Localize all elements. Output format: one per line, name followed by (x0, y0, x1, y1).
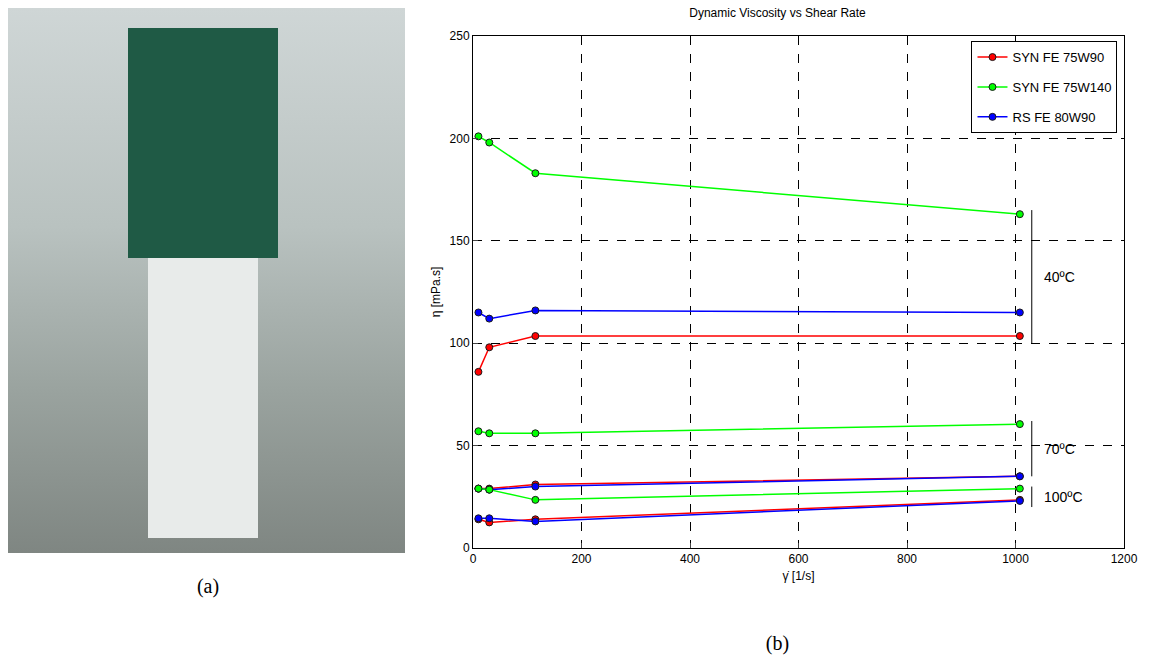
svg-text:RS FE 80W90: RS FE 80W90 (1012, 110, 1095, 125)
svg-text:50: 50 (456, 439, 470, 453)
html-text:(b): (b) (765, 632, 790, 654)
svg-text:40ºC: 40ºC (1044, 269, 1075, 285)
svg-text:1200: 1200 (1111, 552, 1138, 566)
svg-text:200: 200 (450, 132, 470, 146)
svg-text:γ̇ [1/s]: γ̇ [1/s] (782, 569, 814, 583)
svg-text:Dynamic Viscosity vs Shear Rat: Dynamic Viscosity vs Shear Rate (689, 6, 866, 20)
svg-text:250: 250 (450, 29, 470, 43)
svg-text:SYN FE 75W90: SYN FE 75W90 (1012, 50, 1104, 65)
svg-text:800: 800 (897, 552, 917, 566)
svg-text:SYN FE 75W140: SYN FE 75W140 (1012, 80, 1111, 95)
svg-text:0: 0 (470, 552, 477, 566)
svg-text:0: 0 (463, 541, 470, 555)
svg-text:100: 100 (450, 336, 470, 350)
svg-text:150: 150 (450, 234, 470, 248)
svg-text:η [mPa.s]: η [mPa.s] (429, 267, 443, 318)
svg-text:400: 400 (680, 552, 700, 566)
html-text:(a): (a) (196, 575, 220, 597)
svg-text:100ºC: 100ºC (1044, 489, 1083, 505)
svg-text:1000: 1000 (1002, 552, 1029, 566)
svg-text:600: 600 (788, 552, 808, 566)
svg-text:200: 200 (571, 552, 591, 566)
svg-text:70ºC: 70ºC (1044, 441, 1075, 457)
